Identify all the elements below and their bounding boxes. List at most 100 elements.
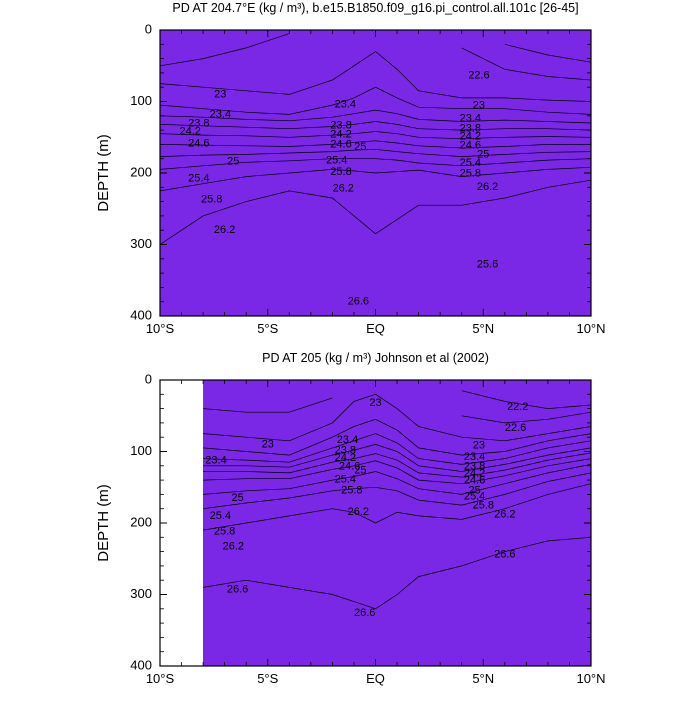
y-tick-label: 300 <box>130 236 152 251</box>
contour-label: 25.4 <box>188 173 209 185</box>
contour-label: 26.6 <box>348 296 369 308</box>
y-tick-label: 0 <box>145 371 152 386</box>
contour-fills <box>203 380 591 666</box>
y-tick-label: 200 <box>130 514 152 529</box>
contour-label: 23.4 <box>210 108 231 120</box>
contour-line-25 <box>203 458 591 485</box>
contour-line-23 <box>160 51 591 102</box>
contour-label: 25.8 <box>341 485 362 497</box>
y-axis-label: DEPTH (m) <box>95 484 112 562</box>
contour-line-23.8 <box>160 109 591 124</box>
contour-line-24.6 <box>160 131 591 140</box>
contour-line-26.6 <box>203 536 591 610</box>
contour-line-22.2 <box>504 43 591 63</box>
contour-label: 23 <box>473 100 485 112</box>
contour-line-25.4 <box>203 464 591 495</box>
chart-panel-2: 2323.42525.425.826.226.62323.423.824.224… <box>95 351 606 686</box>
contour-label: 25.4 <box>464 490 485 502</box>
contour-label: 23.8 <box>330 120 351 132</box>
contour-label: 26.2 <box>214 224 235 236</box>
contour-label: 25.6 <box>477 258 498 270</box>
contour-line-26.2 <box>203 483 591 531</box>
contour-label: 25.4 <box>210 510 231 522</box>
contour-label: 25.4 <box>335 473 356 485</box>
y-tick-label: 0 <box>145 21 152 36</box>
chart-panel-1: 2323.423.824.224.62525.425.826.223.423.8… <box>95 1 606 336</box>
contour-label: 26.6 <box>354 607 375 619</box>
contour-label: 22.6 <box>505 422 526 434</box>
contour-label: 22.6 <box>468 70 489 82</box>
contour-line-22.6 <box>160 33 591 81</box>
contour-label: 25.4 <box>326 155 347 167</box>
contour-label: 24.6 <box>460 140 481 152</box>
contour-label: 24.2 <box>179 125 200 137</box>
contour-line-26.6 <box>160 179 591 245</box>
x-tick-label: 5°N <box>472 321 494 336</box>
contour-band-0 <box>203 380 591 666</box>
x-tick-label: 5°S <box>257 671 278 686</box>
x-tick-label: EQ <box>366 321 385 336</box>
contour-label: 26.6 <box>494 548 515 560</box>
contour-label: 24.2 <box>330 128 351 140</box>
y-tick-label: 400 <box>130 657 152 672</box>
contour-label: 25.8 <box>330 166 351 178</box>
x-tick-label: 10°S <box>146 321 175 336</box>
contour-label: 26.2 <box>348 506 369 518</box>
contour-line-23.4 <box>160 86 591 115</box>
y-tick-label: 200 <box>130 164 152 179</box>
contour-line-25.8 <box>160 158 591 170</box>
contour-label: 25 <box>354 141 366 153</box>
contour-label: 25.8 <box>460 168 481 180</box>
x-tick-label: 10°S <box>146 671 175 686</box>
contour-label: 24.6 <box>188 138 209 150</box>
contour-line-25 <box>160 140 591 149</box>
contour-label: 25 <box>468 485 480 497</box>
y-tick-label: 100 <box>130 93 152 108</box>
contour-label: 25.8 <box>214 526 235 538</box>
contour-fills <box>160 30 591 316</box>
contour-label: 25.8 <box>473 500 494 512</box>
contour-label: 24.2 <box>464 468 485 480</box>
contour-label: 26.2 <box>477 181 498 193</box>
contour-label: 22.2 <box>507 401 528 413</box>
contour-label: 24.6 <box>339 460 360 472</box>
x-tick-label: 5°N <box>472 671 494 686</box>
contour-label: 23.8 <box>464 460 485 472</box>
contour-label: 23 <box>214 88 226 100</box>
contour-label: 25 <box>354 465 366 477</box>
contour-label: 26.6 <box>227 583 248 595</box>
contour-label: 23.8 <box>188 118 209 130</box>
contour-line-22.6 <box>203 397 591 424</box>
contour-label: 23 <box>369 397 381 409</box>
x-tick-label: 10°N <box>576 671 605 686</box>
contour-line-26.2 <box>160 166 591 192</box>
contour-line-24.2 <box>203 444 591 472</box>
y-tick-label: 300 <box>130 586 152 601</box>
contour-label: 23.4 <box>464 451 485 463</box>
contour-label: 23.4 <box>205 455 226 467</box>
y-tick-label: 100 <box>130 443 152 458</box>
contour-label: 25.8 <box>201 193 222 205</box>
contour-line-22.2 <box>461 390 591 409</box>
contour-label: 25.4 <box>460 157 481 169</box>
contour-line-23.4 <box>203 418 591 456</box>
contour-label: 26.2 <box>494 508 515 520</box>
contour-label: 23.4 <box>337 434 358 446</box>
y-tick-label: 400 <box>130 307 152 322</box>
contour-line-24.2 <box>160 121 591 131</box>
contour-label: 25 <box>477 148 489 160</box>
contour-line-25.4 <box>160 149 591 157</box>
contour-label: 24.2 <box>460 130 481 142</box>
contour-label: 23.8 <box>460 123 481 135</box>
contour-label: 23 <box>473 440 485 452</box>
contour-label: 24.6 <box>464 475 485 487</box>
y-axis-label: DEPTH (m) <box>95 134 112 212</box>
contour-label: 23.4 <box>460 113 481 125</box>
contour-label: 26.2 <box>332 183 353 195</box>
contour-label: 24.6 <box>330 138 351 150</box>
chart-title: PD AT 205 (kg / m³) Johnson et al (2002) <box>262 351 489 365</box>
contour-label: 25 <box>227 156 239 168</box>
x-tick-label: EQ <box>366 671 385 686</box>
